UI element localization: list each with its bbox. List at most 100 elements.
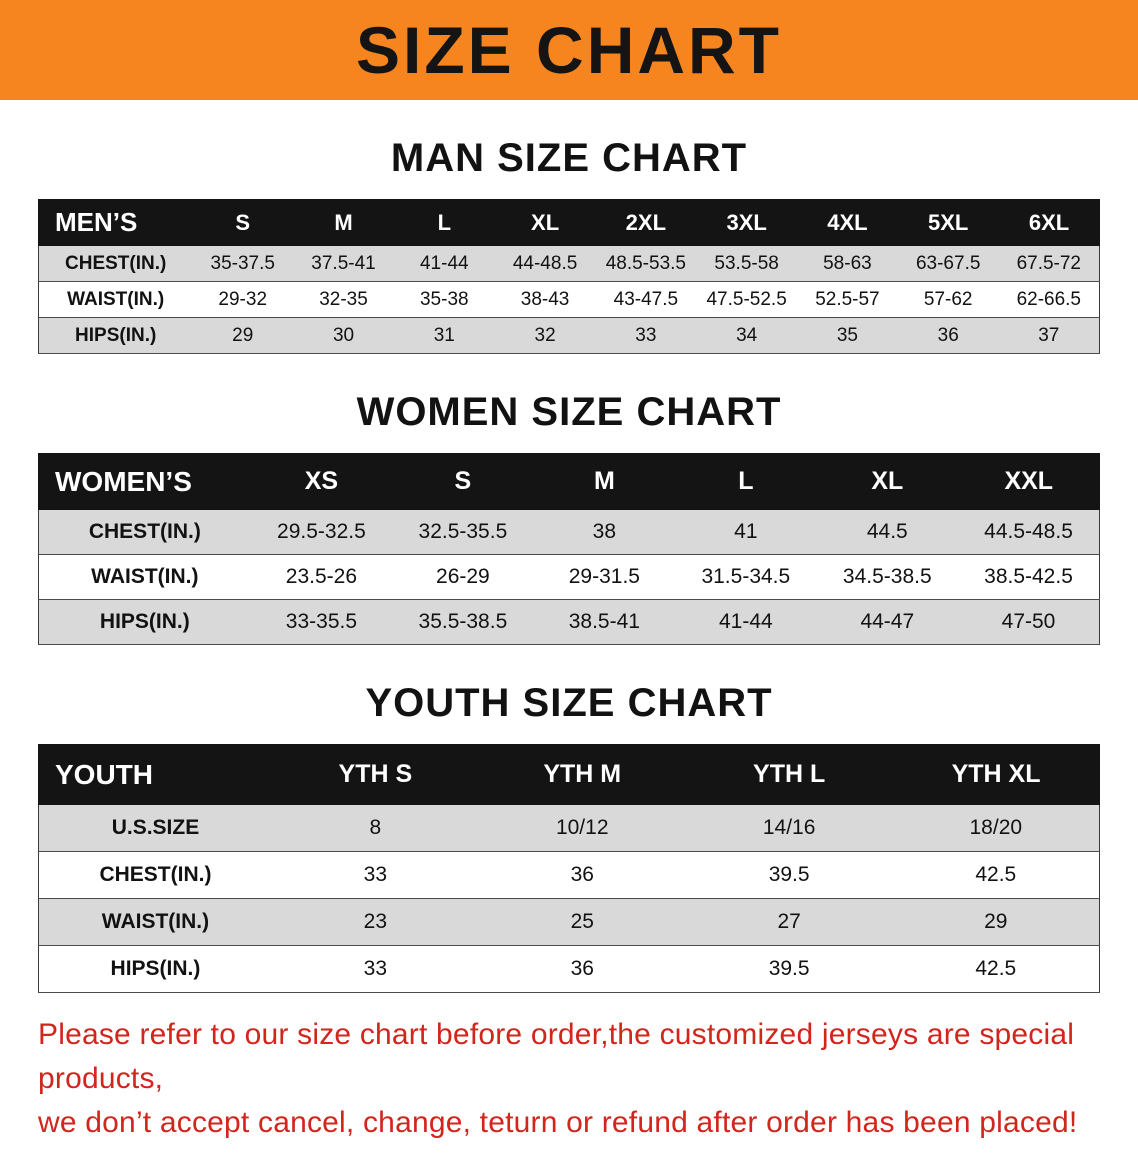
measurement-label-cell: HIPS(IN.) [38, 599, 251, 645]
measurement-value-cell: 18/20 [892, 804, 1100, 852]
measurement-value-cell: 44-47 [816, 599, 959, 645]
measurement-label-cell: CHEST(IN.) [38, 245, 193, 282]
size-column-header: 4XL [796, 199, 899, 246]
size-column-header: YTH L [685, 744, 894, 805]
measurement-label-cell: WAIST(IN.) [38, 554, 251, 600]
measurement-value-cell: 38 [533, 509, 676, 555]
measurement-label-cell: HIPS(IN.) [38, 945, 272, 993]
measurement-value-cell: 42.5 [892, 945, 1100, 993]
table-title-cell: WOMEN’S [37, 453, 252, 510]
size-column-header: YTH M [478, 744, 687, 805]
measurement-value-cell: 44-48.5 [494, 245, 596, 282]
measurement-value-cell: 35 [797, 317, 898, 354]
measurement-value-cell: 29-32 [192, 281, 294, 318]
size-column-header: M [533, 453, 676, 510]
men-table-header-row: MEN’S S M L XL 2XL 3XL 4XL 5XL 6XL [38, 199, 1100, 246]
measurement-label-cell: CHEST(IN.) [38, 509, 251, 555]
youth-size-table: YOUTH YTH S YTH M YTH L YTH XL U.S.SIZE 8 10/1… [37, 744, 1100, 993]
measurement-row: U.S.SIZE 8 10/12 14/16 18/20 [38, 804, 1100, 852]
measurement-value-cell: 44.5-48.5 [958, 509, 1100, 555]
youth-section-heading: YOUTH SIZE CHART [365, 681, 773, 725]
measurement-value-cell: 23 [271, 898, 479, 946]
measurement-value-cell: 41 [675, 509, 817, 555]
measurement-value-cell: 47.5-52.5 [696, 281, 798, 318]
measurement-row: WAIST(IN.) 29-32 32-35 35-38 38-43 43-47.5 47.… [38, 281, 1100, 318]
measurement-value-cell: 41-44 [675, 599, 817, 645]
measurement-row: CHEST(IN.) 29.5-32.5 32.5-35.5 38 41 44.5 44.5… [38, 509, 1100, 555]
size-column-header: YTH S [271, 744, 480, 805]
size-column-header: 3XL [695, 199, 798, 246]
measurement-value-cell: 29 [892, 898, 1100, 946]
measurement-value-cell: 47-50 [958, 599, 1100, 645]
banner: SIZE CHART [0, 0, 1138, 100]
size-column-header: XXL [957, 453, 1101, 510]
measurement-value-cell: 32-35 [293, 281, 394, 318]
measurement-row: CHEST(IN.) 35-37.5 37.5-41 41-44 44-48.5 48.5… [38, 245, 1100, 282]
measurement-row: HIPS(IN.) 29 30 31 32 33 34 35 36 37 [38, 317, 1100, 354]
measurement-label-cell: CHEST(IN.) [38, 851, 272, 899]
measurement-value-cell: 58-63 [797, 245, 898, 282]
measurement-value-cell: 29.5-32.5 [250, 509, 393, 555]
measurement-value-cell: 36 [897, 317, 999, 354]
measurement-value-cell: 8 [271, 804, 479, 852]
size-column-header: S [391, 453, 535, 510]
measurement-value-cell: 33 [595, 317, 697, 354]
measurement-value-cell: 31 [393, 317, 495, 354]
measurement-value-cell: 36 [478, 851, 686, 899]
measurement-value-cell: 36 [478, 945, 686, 993]
measurement-label-cell: U.S.SIZE [38, 804, 272, 852]
measurement-value-cell: 34 [696, 317, 798, 354]
measurement-value-cell: 43-47.5 [595, 281, 697, 318]
page-title: SIZE CHART [356, 13, 782, 87]
youth-table-header-row: YOUTH YTH S YTH M YTH L YTH XL [37, 744, 1100, 805]
measurement-value-cell: 62-66.5 [998, 281, 1100, 318]
men-section-heading: MAN SIZE CHART [390, 136, 748, 180]
measurement-value-cell: 35-38 [393, 281, 495, 318]
measurement-value-cell: 32 [494, 317, 596, 354]
measurement-value-cell: 33-35.5 [250, 599, 393, 645]
measurement-value-cell: 14/16 [685, 804, 893, 852]
size-column-header: S [191, 199, 294, 246]
measurement-value-cell: 67.5-72 [998, 245, 1100, 282]
measurement-row: HIPS(IN.) 33-35.5 35.5-38.5 38.5-41 41-44 44-… [38, 599, 1100, 645]
measurement-value-cell: 48.5-53.5 [595, 245, 697, 282]
youth-size-section: YOUTH SIZE CHART YOUTH YTH S YTH M YTH L YTH… [37, 681, 1100, 993]
measurement-value-cell: 23.5-26 [250, 554, 393, 600]
measurement-value-cell: 32.5-35.5 [392, 509, 534, 555]
measurement-value-cell: 34.5-38.5 [816, 554, 959, 600]
measurement-value-cell: 39.5 [685, 945, 893, 993]
measurement-value-cell: 35-37.5 [192, 245, 294, 282]
size-column-header: 6XL [998, 199, 1100, 246]
measurement-label-cell: WAIST(IN.) [38, 281, 193, 318]
size-column-header: M [292, 199, 395, 246]
measurement-row: HIPS(IN.) 33 36 39.5 42.5 [38, 945, 1100, 993]
measurement-value-cell: 35.5-38.5 [392, 599, 534, 645]
measurement-value-cell: 26-29 [392, 554, 534, 600]
youth-table-body: U.S.SIZE 8 10/12 14/16 18/20 CHEST(IN.) 33 36 39… [38, 804, 1100, 993]
measurement-label-cell: HIPS(IN.) [38, 317, 193, 354]
order-notice-line-1: Please refer to our size chart before or… [38, 1018, 1075, 1095]
measurement-row: CHEST(IN.) 33 36 39.5 42.5 [38, 851, 1100, 899]
table-title-cell: YOUTH [37, 744, 273, 805]
size-column-header: L [674, 453, 818, 510]
measurement-row: WAIST(IN.) 23 25 27 29 [38, 898, 1100, 946]
size-column-header: L [393, 199, 496, 246]
measurement-value-cell: 27 [685, 898, 893, 946]
women-size-section: WOMEN SIZE CHART WOMEN’S XS S M L XL XXL CHEST… [37, 390, 1101, 645]
size-column-header: 5XL [897, 199, 1000, 246]
size-column-header: XS [250, 453, 393, 510]
measurement-value-cell: 63-67.5 [897, 245, 999, 282]
size-column-header: 2XL [594, 199, 697, 246]
measurement-value-cell: 25 [478, 898, 686, 946]
measurement-value-cell: 53.5-58 [696, 245, 798, 282]
measurement-value-cell: 38-43 [494, 281, 596, 318]
measurement-value-cell: 41-44 [393, 245, 495, 282]
order-notice-line-2: we don’t accept cancel, change, teturn o… [38, 1106, 1078, 1139]
measurement-row: WAIST(IN.) 23.5-26 26-29 29-31.5 31.5-34.5 34… [38, 554, 1100, 600]
measurement-value-cell: 37.5-41 [293, 245, 394, 282]
measurement-value-cell: 42.5 [892, 851, 1100, 899]
measurement-value-cell: 31.5-34.5 [675, 554, 817, 600]
measurement-value-cell: 37 [998, 317, 1100, 354]
measurement-value-cell: 38.5-42.5 [958, 554, 1100, 600]
